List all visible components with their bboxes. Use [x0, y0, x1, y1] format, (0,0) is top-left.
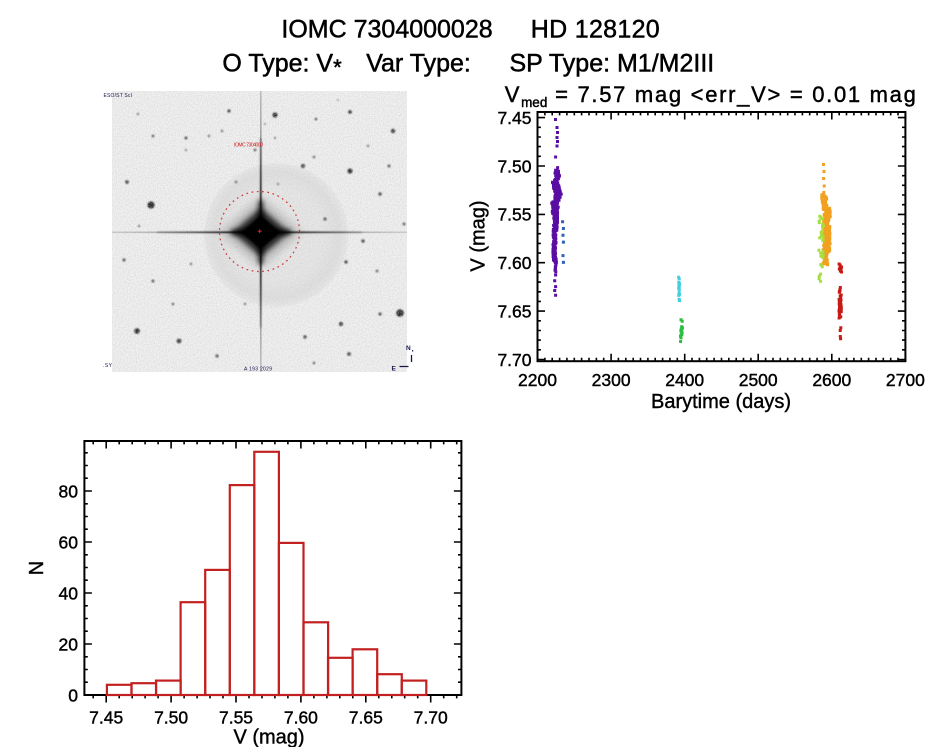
svg-text:7.45: 7.45	[89, 708, 123, 728]
svg-text:2400: 2400	[665, 370, 704, 390]
svg-text:7.65: 7.65	[349, 708, 383, 728]
svg-text:7.55: 7.55	[497, 205, 531, 225]
svg-text:Var Type:: Var Type:	[366, 50, 471, 78]
svg-text:7.50: 7.50	[497, 156, 531, 176]
svg-text:7.70: 7.70	[497, 350, 531, 370]
svg-text:7.45: 7.45	[497, 108, 531, 128]
svg-text:7.60: 7.60	[497, 253, 531, 273]
svg-text:80: 80	[59, 481, 79, 501]
svg-text:7.60: 7.60	[284, 708, 318, 728]
svg-text:N: N	[406, 345, 411, 352]
svg-text:IOMC 7304000028: IOMC 7304000028	[281, 16, 492, 44]
svg-text:V (mag): V (mag)	[468, 200, 490, 271]
svg-text:Vmed = 7.57 mag <err_V> = 0.01: Vmed = 7.57 mag <err_V> = 0.01 mag	[505, 82, 918, 110]
svg-text:7.65: 7.65	[497, 301, 531, 321]
svg-text:7.50: 7.50	[154, 708, 188, 728]
svg-text:ESO/ST ScI: ESO/ST ScI	[104, 93, 133, 99]
svg-text:20: 20	[59, 634, 79, 654]
svg-text:2500: 2500	[739, 370, 778, 390]
svg-text:V (mag): V (mag)	[233, 727, 304, 747]
svg-text:.SY: .SY	[103, 363, 113, 369]
svg-text:A 193 2029: A 193 2029	[244, 367, 272, 373]
svg-text:Barytime (days): Barytime (days)	[651, 391, 791, 413]
svg-text:SP Type: M1/M2III: SP Type: M1/M2III	[510, 50, 715, 78]
svg-text:IOMC 7304000: IOMC 7304000	[234, 143, 263, 149]
svg-text:2300: 2300	[592, 370, 631, 390]
svg-text:0: 0	[68, 685, 78, 705]
svg-text:2600: 2600	[812, 370, 851, 390]
svg-text:7.70: 7.70	[414, 708, 448, 728]
svg-text:O Type: V*: O Type: V*	[222, 50, 342, 81]
svg-text:HD 128120: HD 128120	[531, 16, 660, 44]
svg-text:60: 60	[59, 532, 79, 552]
svg-text:2700: 2700	[886, 370, 925, 390]
svg-text:N: N	[26, 561, 48, 575]
svg-text:2200: 2200	[518, 370, 557, 390]
svg-text:7.55: 7.55	[219, 708, 253, 728]
svg-text:40: 40	[59, 583, 79, 603]
svg-text:E: E	[392, 366, 397, 373]
